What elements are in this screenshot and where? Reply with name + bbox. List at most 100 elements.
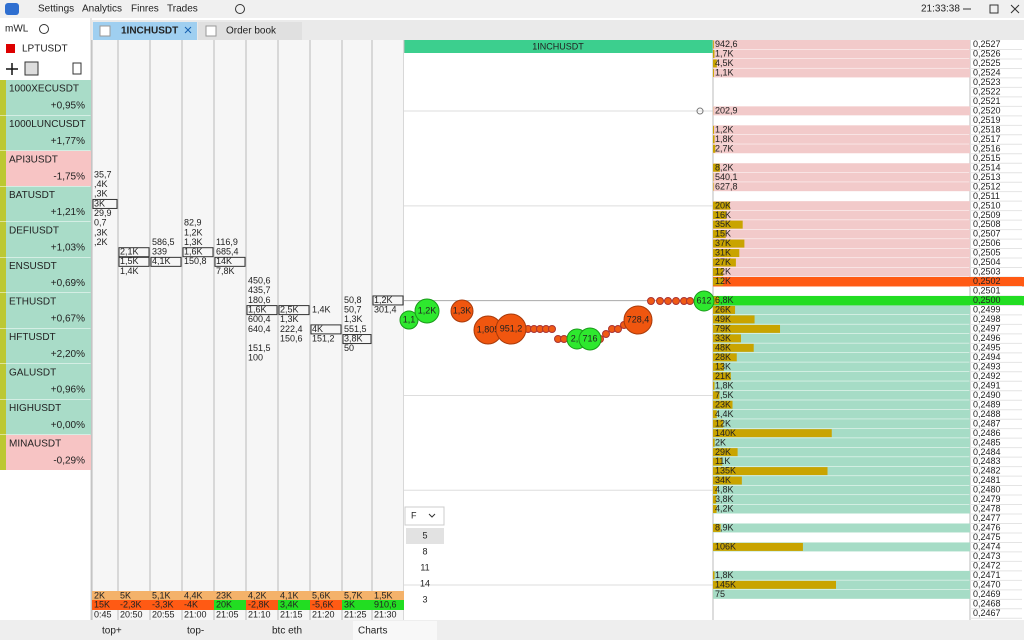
help-icon[interactable] — [235, 4, 245, 14]
price-label: 0,2523 — [973, 77, 1001, 87]
price-label: 0,2519 — [973, 115, 1001, 125]
interval-option[interactable]: 8 — [422, 546, 427, 556]
cluster-cell: 435,7 — [248, 285, 271, 295]
volume-label: 106K — [715, 542, 736, 552]
tab-label[interactable]: Order book — [226, 26, 277, 37]
bottom-tab[interactable]: top+ — [102, 626, 122, 637]
delta-cell — [246, 600, 278, 610]
interval-option[interactable]: 3 — [422, 594, 427, 604]
book-row-bg — [713, 106, 970, 116]
volume-cell — [310, 591, 342, 600]
interval-option[interactable]: 14 — [420, 578, 430, 588]
price-label: 0,2478 — [973, 504, 1001, 514]
volume-cell — [342, 591, 372, 600]
symbol: API3USDT — [9, 155, 58, 166]
price-label: 0,2473 — [973, 551, 1001, 561]
symbol: BATUSDT — [9, 190, 55, 201]
volume-cell — [372, 591, 404, 600]
volume-label: 4,2K — [715, 504, 734, 514]
price-label: 0,2526 — [973, 49, 1001, 59]
book-row-bg — [713, 570, 970, 580]
watchlist-row[interactable] — [0, 222, 91, 257]
volume-label: 1,2K — [715, 124, 734, 134]
tab[interactable] — [198, 22, 302, 40]
delete-button[interactable] — [72, 62, 82, 75]
watchlist-row[interactable] — [0, 435, 91, 470]
time-label: 21:25 — [344, 609, 367, 619]
dropdown-arrow — [428, 513, 436, 518]
tab-icon — [99, 25, 111, 37]
watchlist-row[interactable] — [0, 399, 91, 435]
volume-label: 540,1 — [715, 172, 738, 182]
bottom-tab[interactable]: btc eth — [272, 626, 302, 637]
price-label: 0,2467 — [973, 608, 1001, 618]
menu-item[interactable]: Trades — [167, 4, 198, 15]
cluster-cell: 1,3K — [184, 237, 203, 247]
help-icon[interactable] — [39, 24, 49, 34]
symbol: 1000XECUSDT — [9, 84, 79, 95]
tab-close[interactable] — [184, 26, 192, 34]
change: +0,69% — [51, 278, 85, 289]
cluster-cell: 4,1K — [152, 256, 171, 266]
volume-bar — [713, 40, 714, 49]
percent-button[interactable] — [24, 61, 39, 76]
interval-option[interactable]: 5 — [422, 530, 427, 540]
watchlist-row[interactable] — [0, 186, 91, 222]
trade-dot — [672, 297, 680, 305]
watchlist-row[interactable] — [0, 293, 91, 328]
symbol: MINAUSDT — [9, 439, 61, 450]
volume-label: 29K — [715, 447, 731, 457]
menu-item[interactable]: Analytics — [82, 4, 122, 15]
watchlist-row[interactable] — [0, 151, 91, 186]
book-row-bg — [713, 324, 970, 334]
price-label: 0,2494 — [973, 352, 1001, 362]
menu-item[interactable]: Settings — [38, 4, 74, 15]
selected-symbol[interactable]: LPTUSDT — [22, 44, 68, 55]
tab-active[interactable] — [93, 22, 197, 40]
book-row-bg — [713, 125, 970, 135]
volume-label: 6,8K — [715, 295, 734, 305]
book-row-bg — [713, 485, 970, 495]
volume-label: 75 — [715, 589, 725, 599]
volume-label: 21K — [715, 371, 731, 381]
book-row-bg — [713, 172, 970, 182]
eye-icon[interactable] — [696, 107, 704, 115]
bottom-tab[interactable]: Charts — [358, 626, 387, 637]
price-label: 0,2474 — [973, 542, 1001, 552]
tab-label[interactable]: 1INCHUSDT — [121, 26, 178, 37]
volume-label: 4,4K — [715, 409, 734, 419]
add-button[interactable] — [6, 63, 18, 75]
volume-label: 15K — [715, 229, 731, 239]
row-strip — [0, 364, 6, 399]
volume-label: 4,4K — [184, 590, 203, 600]
volume-bar — [713, 334, 741, 343]
cluster-cell: 150,6 — [280, 333, 303, 343]
volume-label: 20K — [715, 200, 731, 210]
watchlist-row[interactable] — [0, 257, 91, 293]
maximize-button[interactable] — [989, 4, 999, 14]
cluster-cell: ,4K — [94, 179, 108, 189]
symbol: DEFIUSDT — [9, 226, 59, 237]
volume-label: 34K — [715, 475, 731, 485]
cluster-cell: ,2K — [94, 237, 108, 247]
book-row-bg — [713, 144, 970, 154]
menu-item[interactable]: Finres — [131, 4, 159, 15]
row-strip — [0, 257, 6, 293]
book-row-bg — [713, 523, 970, 533]
bottom-tab-active[interactable] — [353, 621, 437, 640]
interval-select[interactable] — [404, 506, 445, 526]
bottom-tab[interactable]: top- — [187, 626, 204, 637]
price-label: 0,2490 — [973, 390, 1001, 400]
watchlist-row[interactable] — [0, 80, 91, 115]
change: +1,03% — [51, 243, 85, 254]
watchlist-row[interactable] — [0, 115, 91, 151]
close-button[interactable] — [1010, 4, 1020, 14]
volume-bar — [713, 400, 733, 409]
book-row-bg — [713, 248, 970, 258]
cluster-cell: 1,4K — [120, 266, 139, 276]
interval-option[interactable]: 11 — [420, 562, 429, 572]
watchlist-row[interactable] — [0, 328, 91, 364]
watchlist-row[interactable] — [0, 364, 91, 399]
volume-bar — [713, 523, 721, 532]
price-label: 0,2497 — [973, 324, 1001, 334]
